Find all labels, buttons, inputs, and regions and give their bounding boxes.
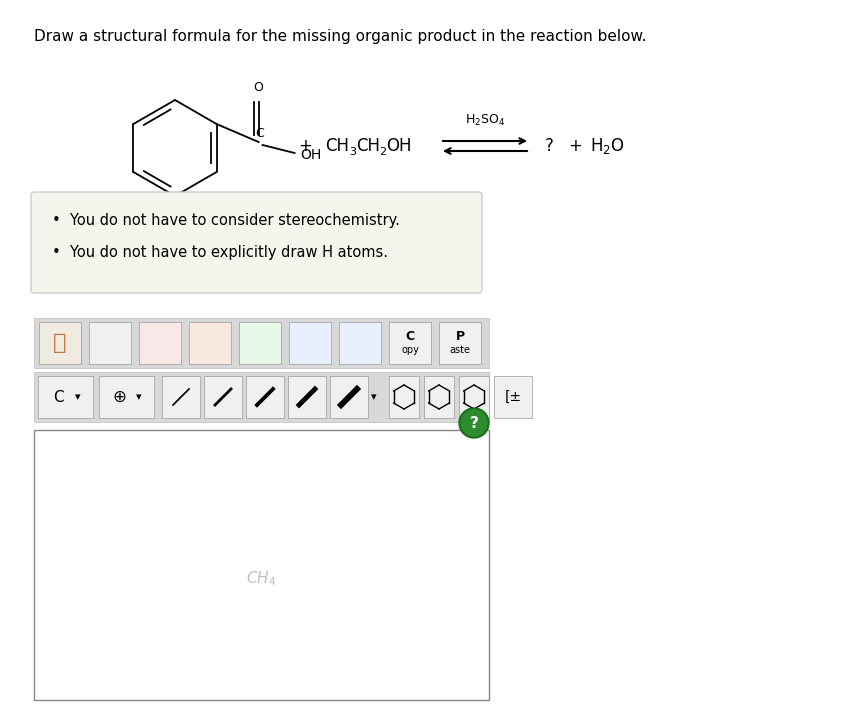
Text: OH: OH [386, 137, 411, 155]
Circle shape [459, 408, 489, 438]
Bar [204, 376, 242, 418]
Text: ⊕: ⊕ [112, 388, 126, 406]
Text: O: O [254, 81, 263, 94]
Text: H$_2$SO$_4$: H$_2$SO$_4$ [465, 113, 505, 128]
Bar [34, 318, 489, 368]
Text: •  You do not have to consider stereochemistry.: • You do not have to consider stereochem… [52, 213, 400, 228]
Bar [389, 322, 431, 364]
Bar [162, 376, 200, 418]
Bar [34, 430, 489, 700]
Bar [39, 322, 81, 364]
Text: [±: [± [504, 390, 522, 404]
Bar [189, 322, 231, 364]
Text: ?: ? [469, 415, 479, 431]
Text: +: + [568, 137, 582, 155]
Text: C: C [255, 127, 264, 140]
Bar [459, 376, 489, 418]
FancyBboxPatch shape [31, 192, 482, 293]
Text: aste: aste [450, 345, 470, 355]
Bar [289, 322, 331, 364]
Bar [239, 322, 281, 364]
Text: ▾: ▾ [75, 392, 81, 402]
Bar [89, 322, 131, 364]
Bar [339, 322, 381, 364]
Text: CH: CH [356, 137, 380, 155]
Text: C: C [53, 390, 63, 404]
Bar [38, 376, 93, 418]
Text: ?: ? [545, 137, 554, 155]
Text: opy: opy [401, 345, 419, 355]
Bar [288, 376, 326, 418]
Text: ✋: ✋ [53, 333, 67, 353]
Text: CH: CH [325, 137, 349, 155]
Text: +: + [298, 137, 312, 155]
Text: ▾: ▾ [136, 392, 142, 402]
Text: 3: 3 [349, 147, 356, 157]
Text: H$_2$O: H$_2$O [590, 136, 625, 156]
Bar [246, 376, 284, 418]
Circle shape [461, 410, 487, 436]
Bar [439, 322, 481, 364]
Bar [330, 376, 368, 418]
Text: C: C [405, 330, 415, 343]
Bar [424, 376, 454, 418]
Text: CH$_4$: CH$_4$ [246, 569, 277, 588]
Bar [99, 376, 154, 418]
Bar [34, 372, 489, 422]
Text: ▾: ▾ [371, 392, 377, 402]
Text: Draw a structural formula for the missing organic product in the reaction below.: Draw a structural formula for the missin… [34, 29, 646, 44]
Text: P: P [456, 330, 464, 343]
Text: 2: 2 [379, 147, 386, 157]
Text: •  You do not have to explicitly draw H atoms.: • You do not have to explicitly draw H a… [52, 245, 388, 260]
Text: OH: OH [301, 148, 321, 162]
Bar [139, 322, 181, 364]
Bar [494, 376, 532, 418]
Bar [389, 376, 419, 418]
